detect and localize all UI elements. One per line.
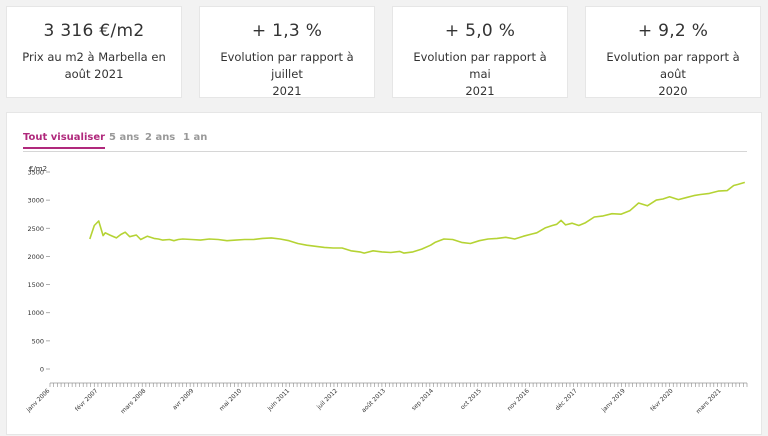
y-tick-label: 2000 — [27, 253, 44, 261]
y-tick-label: 500 — [32, 337, 44, 345]
x-tick-label: mai 2010 — [218, 387, 243, 412]
stat-label-line: août 2021 — [64, 67, 124, 81]
x-tick-label: oct 2015 — [459, 387, 483, 411]
stat-card-price: 3 316 €/m2 Prix au m2 à Marbella en août… — [6, 6, 182, 98]
y-tick-label: 3500 — [27, 169, 44, 177]
x-tick-label: avr 2009 — [171, 387, 195, 411]
y-axis-label: €/m2 — [29, 165, 47, 173]
y-tick-label: 0 — [40, 366, 44, 374]
x-tick-label: févr 2007 — [74, 387, 100, 413]
stats-row: 3 316 €/m2 Prix au m2 à Marbella en août… — [6, 6, 762, 98]
price-line-chart: €/m2 0 500 1000 1500 2000 2500 3000 3500 janv 200… — [25, 165, 748, 415]
stat-value: + 1,3 % — [251, 21, 323, 41]
x-tick-label: déc 2017 — [554, 387, 579, 412]
stat-card-quarter: + 5,0 % Evolution par rapport à mai 2021 — [392, 6, 568, 98]
period-tabs: Tout visualiser 5 ans 2 ans 1 an — [23, 131, 747, 152]
x-tick-label: nov 2016 — [506, 387, 531, 412]
stat-label-line: Prix au m2 à Marbella en — [22, 50, 166, 64]
x-tick-label: janv 2019 — [600, 387, 627, 414]
tab-all[interactable]: Tout visualiser — [23, 132, 106, 149]
stat-label-line: Evolution par rapport à août — [606, 50, 740, 81]
stat-value: + 5,0 % — [444, 21, 516, 41]
y-tick-label: 1000 — [27, 309, 44, 317]
stat-card-year: + 9,2 % Evolution par rapport à août 202… — [585, 6, 761, 98]
stat-label-line: 2021 — [465, 84, 495, 98]
price-chart-panel: Tout visualiser 5 ans 2 ans 1 an €/m2 0 50… — [6, 112, 762, 435]
y-tick-label: 1500 — [27, 281, 44, 289]
stat-value: + 9,2 % — [637, 21, 709, 41]
stat-label: Evolution par rapport à août 2020 — [586, 49, 760, 100]
stat-label-line: 2020 — [658, 84, 688, 98]
x-tick-label: juin 2011 — [266, 387, 292, 413]
y-tick-label: 2500 — [27, 225, 44, 233]
x-tick-label: sep 2014 — [410, 387, 435, 412]
stat-label-line: Evolution par rapport à juillet — [220, 50, 354, 81]
stat-label-line: 2021 — [272, 84, 302, 98]
x-tick-label: janv 2006 — [25, 387, 52, 414]
stat-label: Prix au m2 à Marbella en août 2021 — [7, 49, 181, 83]
y-tick-label: 3000 — [27, 197, 44, 205]
x-tick-label: févr 2020 — [649, 387, 675, 413]
stat-value: 3 316 €/m2 — [43, 21, 145, 41]
stat-label-line: Evolution par rapport à mai — [413, 50, 547, 81]
tab-2-years[interactable]: 2 ans — [145, 132, 176, 143]
x-tick-label: mars 2008 — [120, 387, 148, 415]
stat-card-month: + 1,3 % Evolution par rapport à juillet … — [199, 6, 375, 98]
stat-label: Evolution par rapport à juillet 2021 — [200, 49, 374, 100]
x-tick-label: juil 2012 — [315, 387, 339, 411]
x-tick-label: août 2013 — [360, 387, 387, 414]
tab-5-years[interactable]: 5 ans — [109, 132, 140, 143]
price-series-line — [89, 181, 746, 254]
tab-1-year[interactable]: 1 an — [183, 132, 208, 143]
x-tick-label: mars 2021 — [695, 387, 723, 415]
stat-label: Evolution par rapport à mai 2021 — [393, 49, 567, 100]
